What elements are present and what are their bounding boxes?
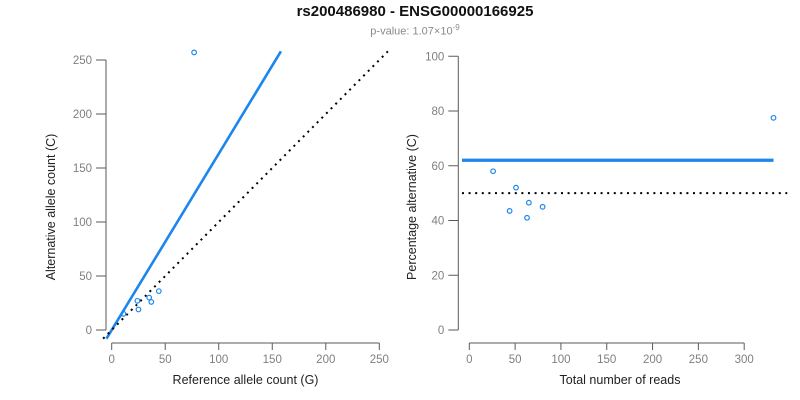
y-axis-title: Alternative allele count (C) xyxy=(44,134,58,281)
x-axis-title: Reference allele count (G) xyxy=(173,373,319,387)
data-point xyxy=(524,214,530,221)
data-point xyxy=(506,208,513,214)
y-tick-label: 0 xyxy=(438,325,444,337)
panel-right: 0 50 100 150 200 250 300 0 20 40 60 80 100 Total numb… xyxy=(405,51,788,387)
data-point xyxy=(770,114,777,121)
y-tick-label: 150 xyxy=(73,163,92,175)
y-tick-label: 0 xyxy=(86,325,92,337)
y-tick-label: 250 xyxy=(73,55,92,67)
data-point xyxy=(134,297,141,304)
x-tick-label: 0 xyxy=(466,354,472,366)
plot-subtitle: p-value: 1.07×10-9 xyxy=(30,23,800,38)
x-tick-label: 150 xyxy=(597,354,616,366)
x-tick-label: 50 xyxy=(509,354,522,366)
x-tick-label: 200 xyxy=(316,354,335,366)
data-point xyxy=(525,199,532,206)
data-point xyxy=(135,306,142,313)
data-point xyxy=(513,184,519,191)
y-tick-label: 100 xyxy=(73,217,92,229)
y-tick-label: 100 xyxy=(425,51,444,63)
x-tick-label: 0 xyxy=(108,354,114,366)
x-tick-label: 50 xyxy=(159,354,172,366)
x-tick-label: 300 xyxy=(735,354,754,366)
identity-line xyxy=(102,50,389,340)
x-axis-title: Total number of reads xyxy=(560,373,681,387)
data-point xyxy=(148,299,155,305)
pvalue-exponent: -9 xyxy=(452,23,460,32)
plot-title: rs200486980 - ENSG00000166925 xyxy=(296,3,534,20)
y-tick-label: 20 xyxy=(432,270,445,282)
panel-left: 0 50 100 150 200 250 0 50 100 150 200 250 Reference … xyxy=(44,49,389,387)
y-tick-label: 40 xyxy=(432,216,445,228)
data-point xyxy=(146,294,153,301)
data-point xyxy=(120,310,127,317)
pvalue-text: p-value: 1.07×10 xyxy=(370,25,453,38)
y-tick-label: 50 xyxy=(79,271,92,283)
y-axis-title: Percentage alternative (C) xyxy=(405,134,419,280)
x-tick-label: 250 xyxy=(689,354,708,366)
x-tick-label: 150 xyxy=(263,354,282,366)
data-point xyxy=(539,203,546,210)
x-tick-label: 100 xyxy=(551,354,570,366)
data-point xyxy=(155,288,162,295)
y-tick-label: 200 xyxy=(73,109,92,121)
y-tick-label: 80 xyxy=(432,106,445,118)
data-point xyxy=(490,168,497,175)
x-tick-label: 250 xyxy=(370,354,389,366)
fitted-allelic-ratio-line xyxy=(105,50,283,340)
x-tick-label: 200 xyxy=(643,354,662,366)
data-point xyxy=(191,49,198,56)
x-tick-label: 100 xyxy=(209,354,228,366)
y-tick-label: 60 xyxy=(432,161,445,173)
